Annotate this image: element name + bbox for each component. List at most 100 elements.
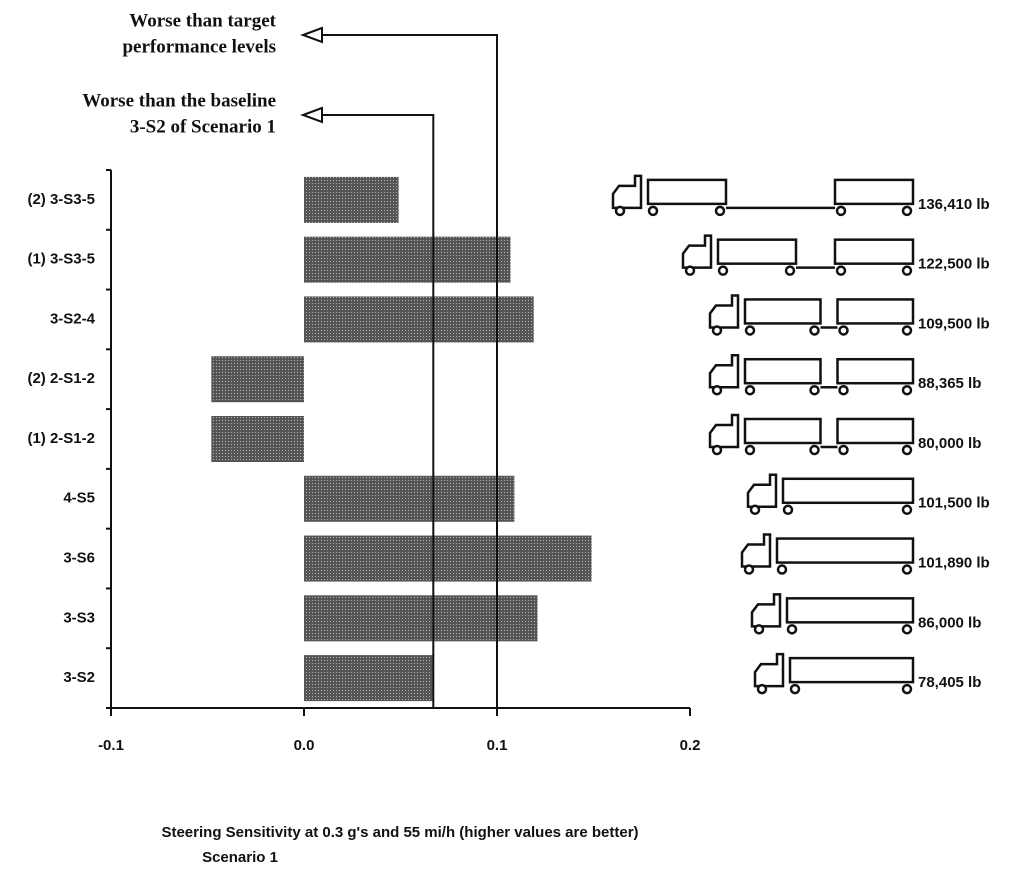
wheel bbox=[753, 624, 765, 635]
truck-icon bbox=[708, 413, 915, 456]
truck-icon bbox=[746, 473, 915, 516]
bar-texture bbox=[304, 595, 538, 642]
reference-label: performance levels bbox=[122, 36, 276, 57]
truck-icon bbox=[708, 294, 915, 336]
wheel bbox=[711, 325, 723, 336]
bar-texture bbox=[211, 356, 304, 403]
wheel bbox=[901, 205, 913, 217]
wheel bbox=[901, 384, 913, 396]
y-tick-label: 3-S2 bbox=[63, 669, 95, 686]
tractor bbox=[708, 294, 740, 329]
wheel bbox=[614, 205, 626, 217]
wheel bbox=[901, 325, 913, 336]
bar-texture bbox=[304, 176, 399, 223]
wheel bbox=[711, 384, 723, 396]
trailer bbox=[743, 357, 822, 385]
x-tick-label: -0.1 bbox=[98, 737, 124, 754]
wheel bbox=[901, 683, 913, 695]
wheel bbox=[782, 504, 794, 516]
tractor bbox=[750, 593, 782, 628]
truck-icon bbox=[708, 353, 915, 396]
bar-texture bbox=[304, 655, 434, 702]
wheel bbox=[838, 444, 849, 456]
wheel bbox=[744, 444, 756, 456]
x-tick-label: 0.2 bbox=[680, 737, 701, 754]
wheel bbox=[809, 444, 820, 456]
trailer bbox=[785, 597, 915, 624]
wheel bbox=[901, 444, 913, 456]
tractor bbox=[681, 234, 713, 269]
bar-texture bbox=[304, 236, 511, 283]
wheel bbox=[784, 265, 796, 276]
wheel bbox=[901, 504, 913, 516]
tractor bbox=[740, 533, 772, 568]
weight-label: 80,000 lb bbox=[918, 435, 981, 452]
arrowhead bbox=[300, 106, 323, 124]
y-tick-label: (1) 3-S3-5 bbox=[27, 251, 95, 268]
weight-label: 101,500 lb bbox=[918, 495, 990, 512]
wheel bbox=[756, 683, 768, 695]
subtitle: Scenario 1 bbox=[202, 849, 278, 866]
reference-label: Worse than the baseline bbox=[82, 90, 276, 111]
wheel bbox=[901, 265, 913, 276]
truck-icon bbox=[750, 593, 915, 635]
trailer bbox=[646, 178, 728, 206]
tractor bbox=[708, 353, 740, 389]
weight-label: 109,500 lb bbox=[918, 315, 990, 332]
y-tick-label: 3-S2-4 bbox=[50, 310, 96, 327]
wheel bbox=[714, 205, 726, 217]
wheel bbox=[744, 384, 756, 396]
y-tick-label: (2) 2-S1-2 bbox=[27, 370, 95, 387]
weight-label: 78,405 lb bbox=[918, 674, 981, 691]
truck-icon bbox=[611, 174, 915, 217]
tractor bbox=[746, 473, 778, 509]
trailer bbox=[833, 178, 915, 206]
trailer bbox=[836, 298, 915, 325]
wheel bbox=[776, 564, 788, 575]
y-tick-label: 4-S5 bbox=[63, 490, 95, 507]
bar-texture bbox=[211, 416, 304, 462]
wheel bbox=[838, 325, 849, 336]
trailer bbox=[775, 537, 915, 564]
weight-label: 88,365 lb bbox=[918, 375, 981, 392]
wheel bbox=[835, 265, 847, 276]
trailer bbox=[788, 656, 915, 684]
bar-texture bbox=[304, 296, 534, 343]
wheel bbox=[717, 265, 729, 276]
y-tick-label: 3-S6 bbox=[63, 550, 95, 567]
tractor bbox=[753, 652, 785, 688]
wheel bbox=[789, 683, 801, 695]
trailer bbox=[781, 477, 915, 505]
truck-icon bbox=[740, 533, 915, 575]
y-tick-label: (2) 3-S3-5 bbox=[27, 191, 95, 208]
wheel bbox=[749, 504, 761, 516]
wheel bbox=[786, 624, 798, 635]
wheel bbox=[835, 205, 847, 217]
tractor bbox=[708, 413, 740, 449]
weight-label: 122,500 lb bbox=[918, 256, 990, 273]
x-tick-label: 0.1 bbox=[487, 737, 508, 754]
wheel bbox=[743, 564, 755, 575]
bar-texture bbox=[304, 475, 515, 522]
wheel bbox=[744, 325, 756, 336]
trailer bbox=[836, 357, 915, 385]
reference-line bbox=[305, 34, 498, 708]
reference-line bbox=[305, 114, 435, 708]
truck-icon bbox=[753, 652, 915, 695]
wheel bbox=[838, 384, 849, 396]
weight-label: 86,000 lb bbox=[918, 614, 981, 631]
wheel bbox=[684, 265, 696, 276]
y-tick-label: (1) 2-S1-2 bbox=[27, 430, 95, 447]
x-tick-label: 0.0 bbox=[294, 737, 315, 754]
bar-texture bbox=[304, 535, 592, 582]
wheel bbox=[647, 205, 659, 217]
wheel bbox=[809, 384, 820, 396]
wheel bbox=[901, 624, 913, 635]
wheel bbox=[809, 325, 820, 336]
reference-label: 3-S2 of Scenario 1 bbox=[130, 116, 276, 137]
arrowhead bbox=[300, 26, 323, 44]
trailer bbox=[743, 298, 822, 325]
trailer bbox=[716, 238, 798, 265]
truck-icon bbox=[681, 234, 915, 276]
